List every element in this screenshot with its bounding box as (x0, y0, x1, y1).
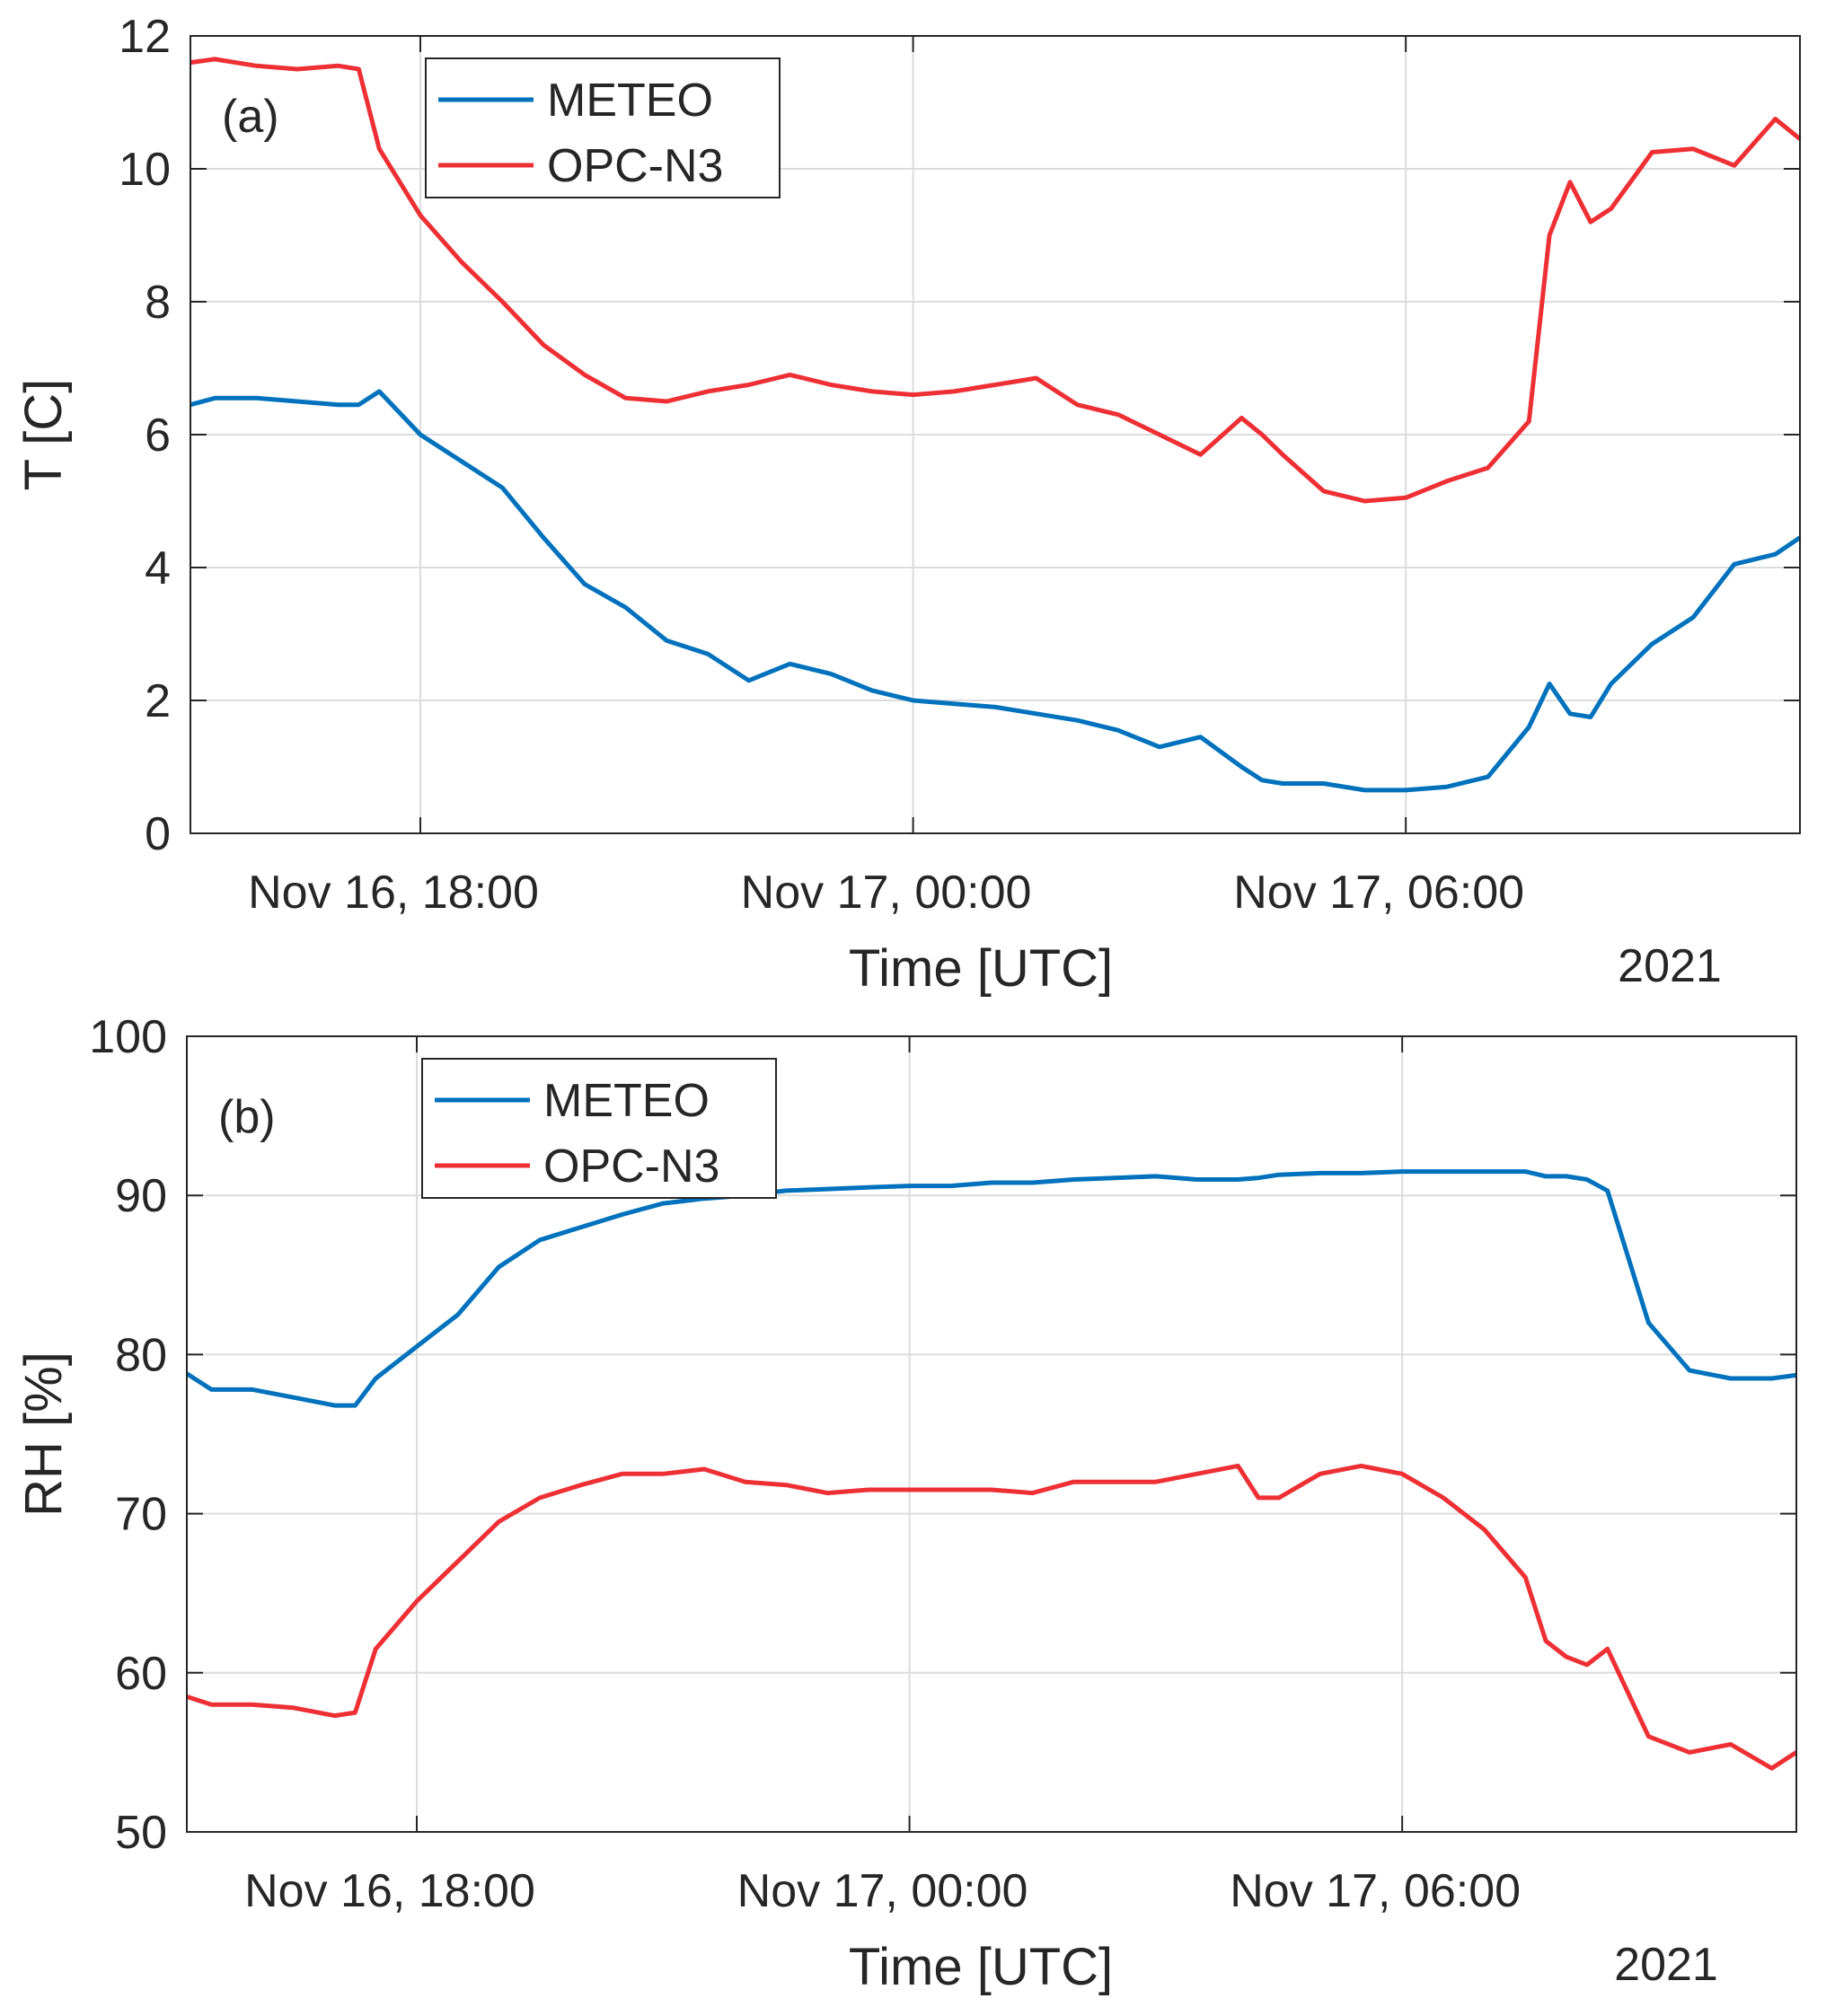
panel-b-legend-label-meteo: METEO (543, 1075, 710, 1127)
y-tick-label: 70 (115, 1489, 167, 1541)
x-tick-label: Nov 16, 18:00 (248, 867, 539, 919)
panel-a-legend-box (425, 57, 781, 198)
panel-a-series (190, 57, 1802, 793)
panel-b-ticks: 50 60 70 80 90 100 Nov 16, 18:00 Nov 17, 00:00 N… (89, 1011, 1796, 1917)
y-tick-label: 60 (115, 1648, 167, 1700)
panel-a-temperature: 0 2 4 6 8 10 12 Nov 16, 18:00 Nov 17, 00:00 Nov 1… (14, 11, 1802, 998)
panel-a-panel-label: (a) (222, 91, 279, 143)
series-line-meteo (190, 389, 1802, 793)
panel-b-year-label: 2021 (1614, 1939, 1718, 1991)
panel-b-legend-label-opc-n3: OPC-N3 (543, 1140, 719, 1193)
series-line-opc-n3 (190, 57, 1802, 504)
series-line-opc-n3 (186, 1463, 1798, 1771)
panel-b-legend-box (421, 1058, 777, 1199)
x-tick-label: Nov 17, 00:00 (741, 867, 1032, 919)
y-tick-label: 80 (115, 1329, 167, 1381)
panel-a-ticks: 0 2 4 6 8 10 12 Nov 16, 18:00 Nov 17, 00:00 Nov 1… (119, 11, 1800, 919)
y-tick-label: 0 (145, 808, 171, 860)
x-tick-label: Nov 16, 18:00 (244, 1865, 535, 1917)
x-tick-label: Nov 17, 06:00 (1233, 867, 1524, 919)
y-tick-label: 8 (145, 277, 171, 329)
y-tick-label: 2 (145, 675, 171, 727)
y-tick-label: 50 (115, 1807, 167, 1859)
y-tick-label: 90 (115, 1170, 167, 1222)
panel-b-series (185, 1169, 1798, 1771)
y-tick-label: 12 (119, 11, 171, 63)
x-tick-label: Nov 17, 06:00 (1230, 1865, 1521, 1917)
y-tick-label: 10 (119, 144, 171, 196)
panel-b-x-axis-label: Time [UTC] (849, 1938, 1113, 1996)
panel-b-legend: METEO OPC-N3 (421, 1058, 777, 1199)
panel-b-panel-label: (b) (218, 1091, 276, 1143)
y-tick-label: 4 (145, 542, 171, 594)
panel-a-year-label: 2021 (1618, 940, 1722, 992)
x-tick-label: Nov 17, 00:00 (737, 1865, 1028, 1917)
y-tick-label: 6 (145, 409, 171, 462)
panel-a-y-axis-label: T [C] (14, 379, 73, 491)
panel-b-axes-frame (186, 1035, 1797, 1833)
panel-a-legend: METEO OPC-N3 (425, 57, 781, 198)
series-line-meteo (185, 1169, 1797, 1408)
panel-b-y-axis-label: RH [%] (14, 1351, 73, 1517)
panel-a-x-axis-label: Time [UTC] (849, 939, 1113, 998)
panel-b-relative-humidity: 50 60 70 80 90 100 Nov 16, 18:00 Nov 17, 00:00 N… (14, 1011, 1798, 1996)
panel-a-legend-label-opc-n3: OPC-N3 (547, 140, 723, 192)
y-tick-label: 100 (89, 1011, 167, 1063)
panel-a-legend-label-meteo: METEO (547, 75, 713, 127)
